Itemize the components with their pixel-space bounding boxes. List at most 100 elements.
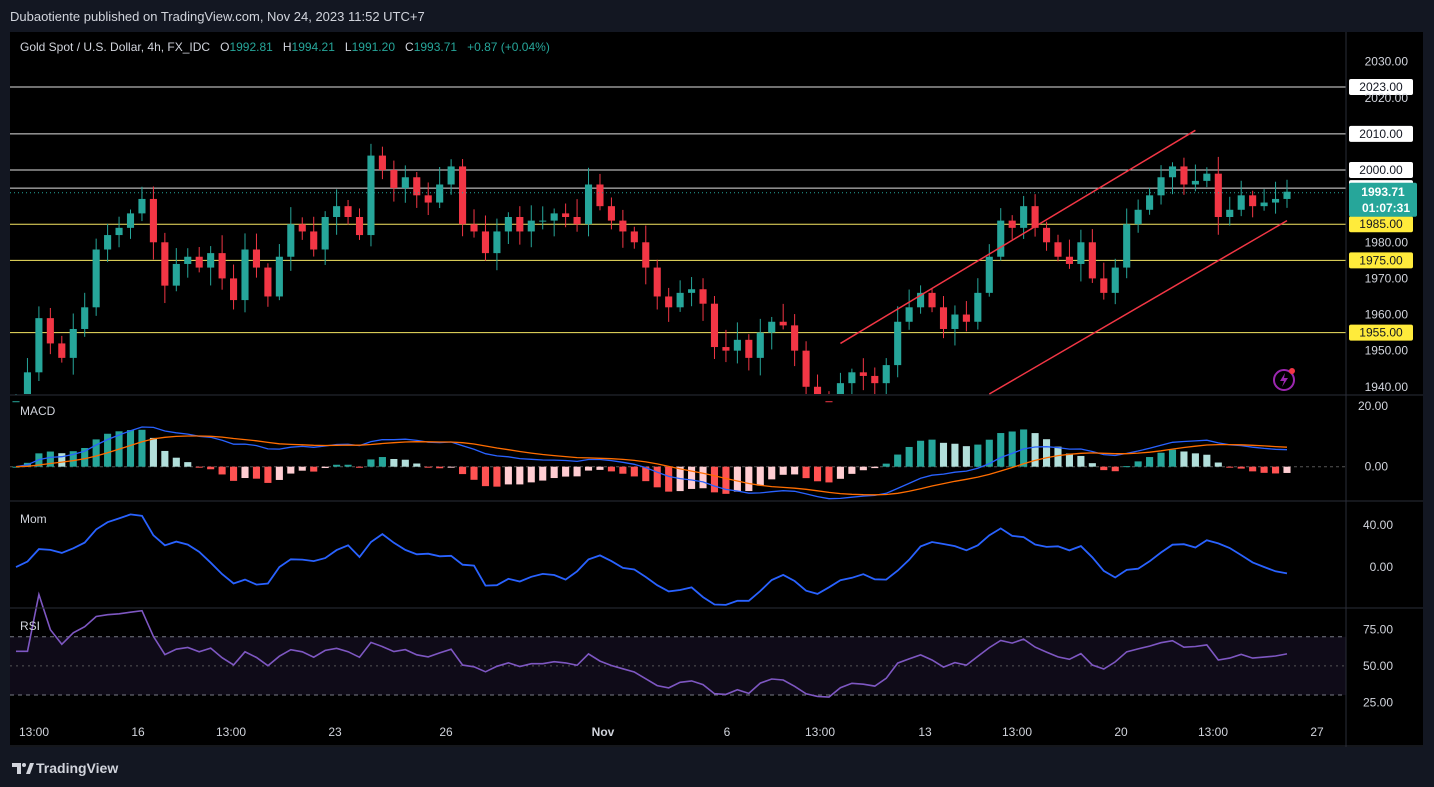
level-tag-label: 1955.00 [1359,326,1403,340]
candle-body [1008,220,1016,228]
candle-body [859,372,867,376]
candle-body [241,249,249,301]
candle-body [1100,278,1108,293]
candle-body [928,292,936,308]
candle-body [550,213,558,221]
candle-body [573,217,581,225]
macd-histogram-bar [1111,466,1119,472]
chart-frame [10,32,1423,747]
macd-histogram-bar [642,466,650,482]
candle-body [665,296,673,308]
macd-histogram-bar [252,466,261,479]
time-tick: 6 [724,725,731,739]
macd-histogram-bar [1020,429,1028,467]
macd-histogram-bar [504,466,512,485]
low-value: 1991.20 [351,40,395,54]
macd-histogram-bar [1249,466,1257,472]
time-tick: Nov [592,725,615,739]
macd-histogram-bar [493,466,501,487]
candle-body [459,166,467,225]
level-tag [1349,252,1413,269]
macd-histogram-bar [825,466,833,483]
candle-body [1180,166,1188,185]
rsi-title: RSI [20,619,41,633]
candle-body [791,325,799,351]
macd-histogram-bar [46,451,54,467]
macd-histogram-bar [459,466,467,475]
candle-body [23,372,32,394]
candle-body [539,220,547,222]
candle-body [653,267,661,297]
lightning-icon[interactable] [1272,366,1298,392]
candle-body [310,231,318,250]
macd-histogram-bar [481,466,490,487]
macd-histogram-bar [1237,466,1245,469]
candle-body [1111,267,1119,293]
candle-body [401,177,409,189]
candle-body [1077,242,1085,264]
macd-pane [10,426,1346,500]
candle-body [779,321,787,326]
candle-body [596,184,604,207]
candle-body [1191,180,1199,185]
price-tick: 1940.00 [1365,380,1409,394]
rsi-pane [10,591,1346,698]
time-tick: 13:00 [1002,725,1032,739]
candle-body [1283,191,1291,199]
candle-body [688,289,696,293]
macd-histogram-bar [562,466,570,477]
macd-histogram-bar [344,464,352,467]
tradingview-logo[interactable]: TradingView [12,760,118,776]
candle-body [481,231,490,254]
candle-body [172,263,180,286]
axes: 2023.002010.002000.001995.001985.001975.… [10,32,1423,747]
macd-histogram-bar [298,466,306,471]
candle-body [882,365,890,384]
level-tag-label: 2023.00 [1359,80,1403,94]
macd-histogram-bar [1134,461,1142,467]
macd-histogram-bar [516,466,524,485]
level-tag [1349,216,1413,233]
candle-body [424,195,432,203]
macd-histogram-bar [733,466,741,492]
macd-histogram-bar [836,466,844,479]
candle-body [516,217,524,232]
candle-body [722,347,730,351]
price-tick: 1950.00 [1365,344,1409,358]
price-pane [10,86,1346,403]
level-tag [1349,162,1413,179]
level-tag [1349,78,1413,95]
macd-histogram-bar [768,466,776,480]
macd-histogram-bar [962,446,970,467]
candle-body [619,220,627,232]
macd-histogram-bar [424,466,432,468]
macd-histogram-bar [1008,431,1016,467]
candle-body [207,253,215,268]
time-tick: 27 [1310,725,1324,739]
macd-histogram-bar [401,459,409,467]
candle-body [493,231,501,254]
macd-histogram-bar [596,466,604,470]
candle-body [230,278,238,301]
price-tick: 1980.00 [1365,235,1409,249]
macd-histogram-bar [470,466,478,480]
level-tag-label: 1985.00 [1359,217,1403,231]
macd-histogram-bar [230,466,238,481]
candle-body [470,224,478,232]
candle-body [894,321,902,366]
last-price-tag [1349,182,1417,217]
mom-tick: 40.00 [1363,518,1393,532]
price-tick: 1960.00 [1365,308,1409,322]
time-tick: 20 [1114,725,1128,739]
close-value: 1993.71 [413,40,458,54]
candle-body [1031,206,1039,228]
macd-histogram-bar [974,444,982,467]
macd-histogram-bar [584,466,593,471]
candle-body [138,198,146,214]
candle-body [184,256,192,264]
macd-histogram-bar [138,429,146,467]
candle-body [367,155,375,236]
macd-histogram-bar [1180,451,1188,467]
macd-histogram-bar [1042,439,1051,467]
